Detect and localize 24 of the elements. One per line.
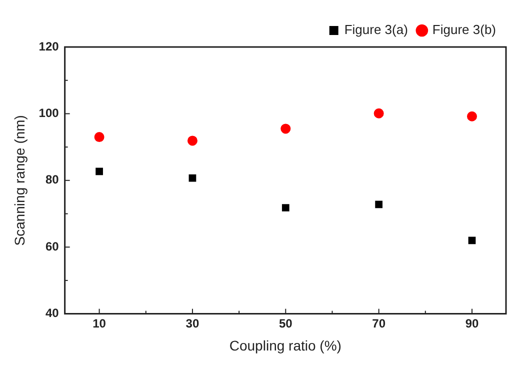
x-axis-title: Coupling ratio (%) xyxy=(229,337,342,354)
point xyxy=(94,132,104,142)
point xyxy=(96,168,103,176)
x-tick-label: 90 xyxy=(465,316,479,330)
legend-label: Figure 3(a) xyxy=(344,22,408,38)
x-tick-label: 30 xyxy=(186,316,200,330)
point xyxy=(466,111,477,122)
y-tick-label: 120 xyxy=(38,39,60,54)
legend-label: Figure 3(b) xyxy=(432,22,496,38)
y-tick-label: 40 xyxy=(45,306,60,320)
point xyxy=(187,136,198,146)
point xyxy=(374,108,384,118)
point xyxy=(468,236,476,244)
x-tick-label: 50 xyxy=(278,316,293,330)
point xyxy=(188,174,196,182)
point xyxy=(280,124,291,134)
y-tick-label: 100 xyxy=(38,106,60,120)
point xyxy=(375,200,382,208)
y-axis-title: Scanning range (nm) xyxy=(11,115,28,246)
y-tick-label: 60 xyxy=(45,239,60,254)
y-tick-label: 80 xyxy=(45,172,60,187)
point xyxy=(282,204,290,212)
x-tick-label: 70 xyxy=(372,316,386,330)
x-tick-label: 10 xyxy=(92,316,106,330)
